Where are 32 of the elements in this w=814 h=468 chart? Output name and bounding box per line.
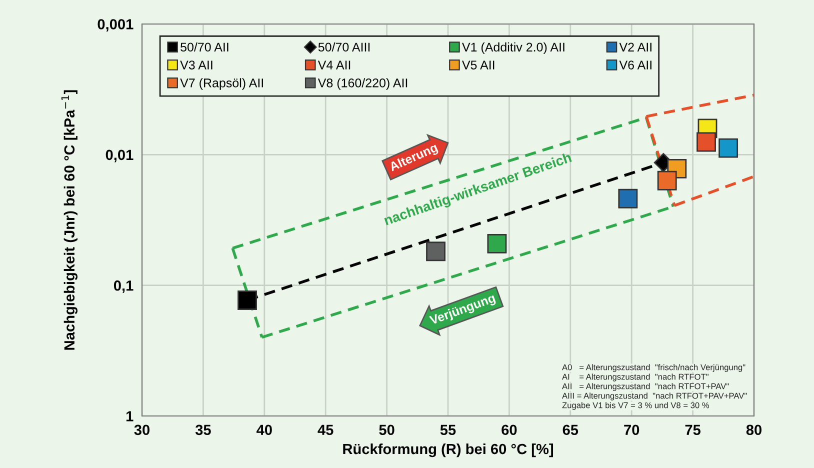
legend-label: 50/70 AII — [180, 42, 228, 52]
y-tick-label: 0,01 — [106, 150, 134, 162]
y-tick-label: 0,001 — [98, 19, 134, 32]
x-axis-title: Rückformung (R) bei 60 °C [%] — [343, 443, 553, 458]
y-axis-title: Nachgiebigkeit (Jnr) bei 60 °C [kPa$^{−1}$] — [61, 90, 78, 350]
legend-label: V1 (Additiv 2.0) AII — [462, 42, 564, 54]
x-tick-label: 30 — [134, 424, 150, 436]
x-tick-label: 70 — [624, 424, 640, 436]
legend-label: V2 AII — [619, 42, 652, 52]
legend-label: V7 (Rapsöl) AII — [180, 78, 263, 90]
legend-label: V3 AII — [180, 60, 212, 70]
legend-label: V4 AII — [318, 60, 350, 70]
legend-label: 50/70 AIII — [318, 42, 370, 52]
x-tick-label: 35 — [195, 424, 211, 436]
annotation: Zugabe V1 bis V7 = 3 % und V8 = 30 % — [562, 402, 710, 410]
x-tick-label: 80 — [746, 424, 762, 436]
x-tick-label: 75 — [685, 424, 701, 436]
y-tick-label: 1 — [126, 411, 134, 422]
x-tick-label: 55 — [440, 424, 456, 436]
y-tick-label: 0,1 — [114, 280, 134, 293]
x-tick-label: 45 — [318, 424, 334, 436]
annotation: AI = Alterungszustand "nach RTFOT" — [562, 374, 708, 382]
annotation: A0 = Alterungszustand "frisch/nach Verjüngung" — [562, 364, 746, 372]
x-tick-label: 50 — [379, 424, 394, 436]
annotation: AII = Alterungszustand "nach RTFOT+PAV" — [562, 383, 729, 391]
legend-label: V6 AII — [619, 60, 652, 70]
legend-label: V8 (160/220) AII — [318, 78, 408, 90]
annotation: AIII = Alterungszustand "nach RTFOT+PAV+PAV" — [562, 392, 747, 400]
x-tick-label: 60 — [502, 424, 517, 436]
legend-label: V5 AII — [462, 60, 494, 70]
x-tick-label: 40 — [256, 424, 272, 436]
x-tick-label: 65 — [562, 424, 578, 436]
